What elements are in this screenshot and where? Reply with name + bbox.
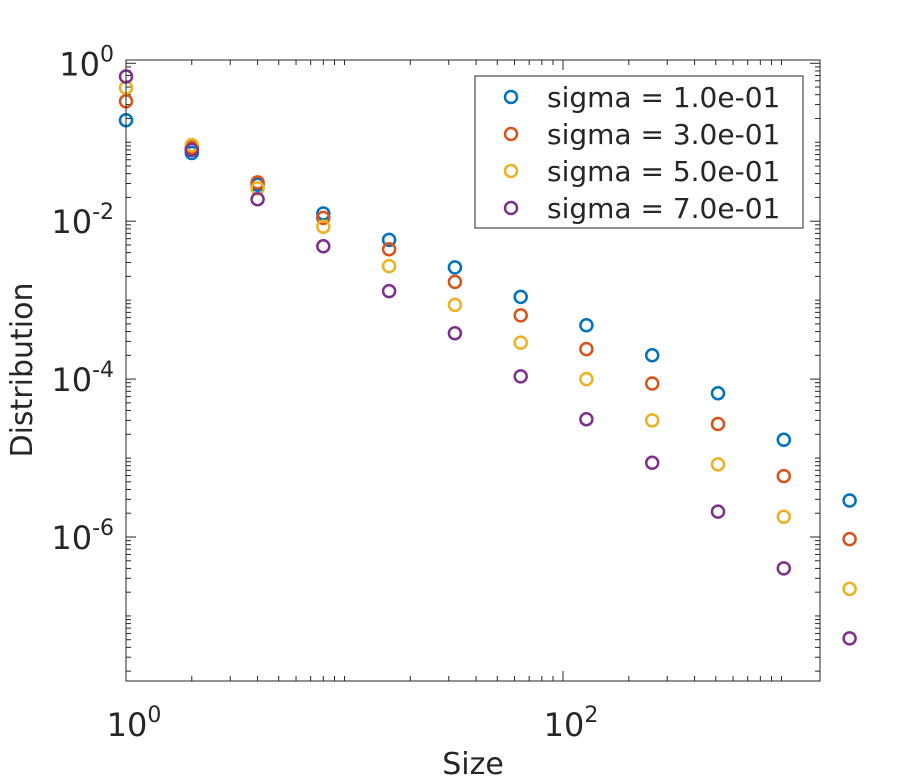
legend-marker [503, 163, 519, 179]
data-point [513, 308, 528, 323]
legend-marker [503, 200, 519, 216]
data-point [184, 142, 200, 158]
data-point [447, 297, 463, 313]
tick-label-base: 10 [544, 706, 585, 744]
data-point [776, 509, 792, 525]
legend-box [474, 75, 804, 229]
data-point [579, 371, 594, 387]
data-point [579, 318, 594, 333]
tick-label-base: 10 [51, 361, 92, 399]
data-point [776, 561, 792, 576]
y-tick-label: 10-2 [51, 200, 114, 241]
y-axis-label: Distribution [5, 282, 40, 457]
data-point [316, 239, 331, 254]
data-point [710, 504, 726, 519]
data-point [842, 631, 857, 646]
data-point [381, 258, 397, 274]
data-point [842, 581, 857, 597]
data-point [776, 468, 792, 484]
data-markers [118, 69, 857, 646]
legend-marker [503, 126, 519, 142]
data-point [250, 175, 265, 190]
data-point [447, 260, 463, 275]
data-point [381, 283, 397, 299]
data-point [316, 210, 331, 226]
legend-label: sigma = 5.0e-01 [547, 155, 780, 188]
legend-marker [503, 89, 519, 105]
series-3 [118, 80, 857, 597]
data-point [513, 289, 528, 305]
tick-label-exponent: 0 [100, 42, 114, 67]
x-tick-label: 102 [544, 703, 599, 744]
data-point [447, 274, 463, 290]
data-point [513, 369, 528, 384]
legend: sigma = 1.0e-01 sigma = 3.0e-01 sigma = 5.… [474, 75, 804, 229]
tick-label-exponent: -6 [92, 516, 114, 541]
plot-frame [125, 59, 821, 682]
tick-label-exponent: -2 [92, 200, 114, 225]
data-point [184, 137, 200, 153]
data-point [644, 455, 660, 471]
data-point [644, 348, 660, 363]
legend-label: sigma = 7.0e-01 [547, 192, 780, 225]
series-4 [118, 69, 857, 646]
tick-label-base: 10 [51, 203, 92, 241]
legend-label: sigma = 1.0e-01 [547, 81, 780, 114]
data-point [381, 232, 397, 248]
data-point [710, 457, 726, 472]
tick-label-exponent: -4 [92, 358, 114, 383]
data-point [710, 386, 726, 401]
data-point [316, 219, 331, 234]
data-point [842, 493, 857, 508]
tick-label-exponent: 0 [147, 703, 161, 728]
data-point [513, 335, 528, 350]
x-tick-label: 100 [107, 703, 162, 744]
data-point [579, 341, 594, 357]
y-tick-label: 10-6 [51, 516, 114, 557]
data-point [710, 416, 726, 432]
tick-label-base: 10 [51, 519, 92, 557]
data-point [381, 242, 397, 257]
data-point [644, 413, 660, 428]
data-point [579, 411, 594, 427]
data-point [842, 531, 857, 547]
data-point [250, 191, 265, 207]
y-tick-label: 10-4 [51, 358, 114, 399]
tick-label-exponent: 2 [584, 703, 598, 728]
data-point [644, 376, 660, 391]
data-point [447, 326, 463, 341]
data-point [776, 432, 792, 448]
tick-label-base: 10 [107, 706, 148, 744]
tick-label-base: 10 [59, 45, 100, 83]
y-tick-label: 100 [59, 42, 114, 83]
legend-label: sigma = 3.0e-01 [547, 118, 780, 151]
x-axis-label: Size [442, 747, 504, 782]
